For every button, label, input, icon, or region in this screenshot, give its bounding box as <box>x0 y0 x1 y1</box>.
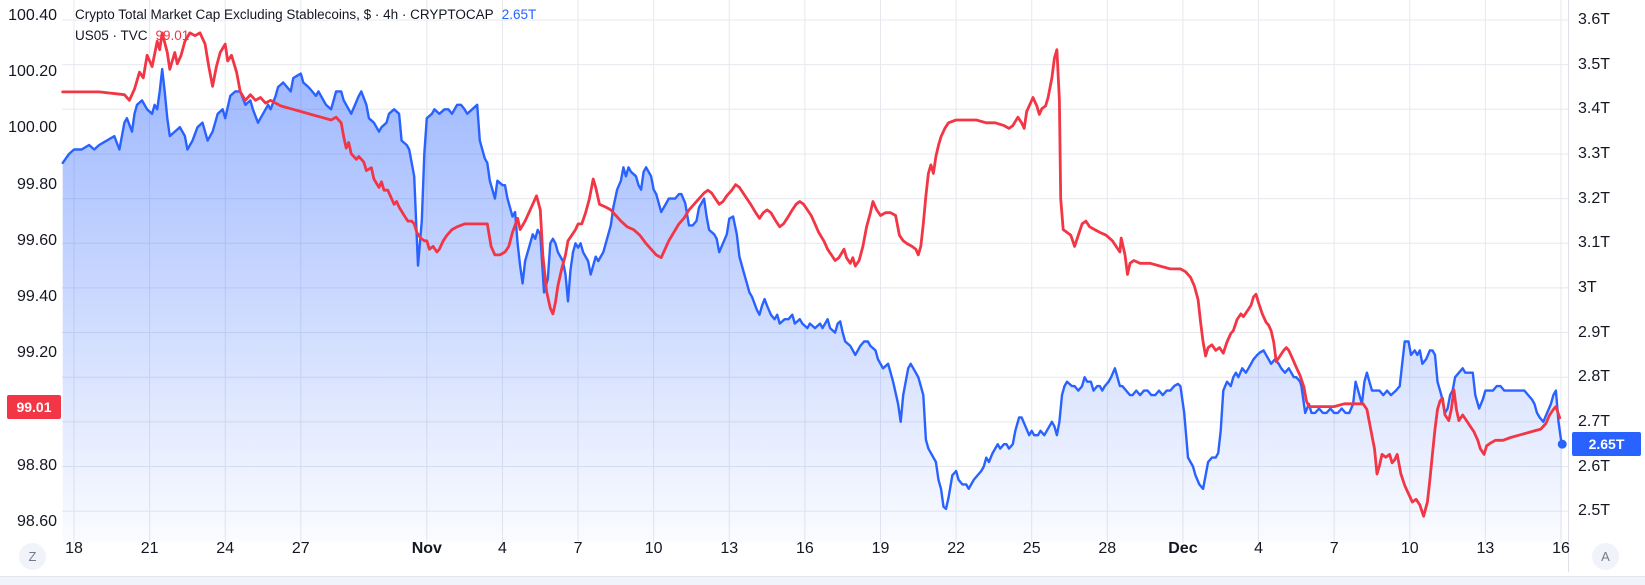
time-axis-tick: 19 <box>871 540 890 557</box>
right-axis-tick: 3.2T <box>1578 189 1611 207</box>
time-axis-tick: 10 <box>644 540 663 557</box>
left-axis-tick: 100.40 <box>8 7 57 24</box>
left-axis-tick: 98.80 <box>16 456 57 474</box>
us05-line-series[interactable] <box>61 31 1562 518</box>
left-price-axis[interactable]: 100.40 100.20 100.00 99.80 99.60 99.40 99.20 98… <box>0 0 62 543</box>
time-axis-tick: 4 <box>497 540 507 557</box>
legend-row-us05[interactable]: US05 · TVC 99.01 <box>75 27 536 44</box>
time-axis-tick: 13 <box>720 540 739 557</box>
left-axis-tick: 99.60 <box>16 231 57 249</box>
time-axis-tick: Nov <box>411 540 442 557</box>
right-axis-tick: 2.8T <box>1578 368 1611 386</box>
time-axis-tick: 10 <box>1400 540 1419 557</box>
time-axis[interactable]: 18 21 24 27 Nov 4 7 10 13 16 19 22 25 28 Dec 4 7 10 13 16 <box>0 538 1645 562</box>
right-axis-tick: 2.7T <box>1578 412 1611 430</box>
auto-scale-button[interactable]: A <box>1592 543 1619 570</box>
time-axis-tick: 24 <box>216 540 235 557</box>
right-axis-border <box>1568 0 1569 572</box>
left-axis-tick: 100.00 <box>8 119 57 137</box>
legend: Crypto Total Market Cap Excluding Stable… <box>75 6 536 48</box>
left-axis-tick: 99.40 <box>16 288 57 305</box>
time-axis-tick: Dec <box>1168 540 1198 557</box>
cryptocap-series-title: Crypto Total Market Cap Excluding Stable… <box>75 7 494 22</box>
left-axis-tick: 98.60 <box>16 512 57 530</box>
us05-last-price-badge: 99.01 <box>7 394 61 419</box>
right-axis-tick: 3.5T <box>1578 55 1611 73</box>
right-axis-tick: 3.4T <box>1578 100 1611 118</box>
cryptocap-last-point-marker <box>1557 439 1567 449</box>
left-axis-tick: 100.20 <box>8 63 57 81</box>
time-axis-tick: 7 <box>573 540 583 557</box>
legend-row-cryptocap[interactable]: Crypto Total Market Cap Excluding Stable… <box>75 6 536 23</box>
time-axis-tick: 21 <box>140 540 159 557</box>
right-axis-tick: 3T <box>1578 278 1597 296</box>
time-axis-tick: 27 <box>291 540 310 557</box>
time-axis-tick: 28 <box>1098 540 1117 557</box>
time-axis-tick: 7 <box>1329 540 1339 557</box>
right-axis-tick: 3.3T <box>1578 144 1611 162</box>
right-price-axis[interactable]: 3.6T 3.5T 3.4T 3.3T 3.2T 3.1T 3T 2.9T 2.8T 2.7T 2.… <box>1572 0 1645 543</box>
time-axis-tick: 4 <box>1254 540 1263 557</box>
timezone-button[interactable]: Z <box>19 543 46 570</box>
time-axis-tick: 18 <box>65 540 83 557</box>
time-axis-tick: 22 <box>947 540 965 557</box>
right-axis-tick: 3.1T <box>1578 234 1611 252</box>
time-axis-tick: 25 <box>1022 540 1041 557</box>
right-axis-tick: 2.5T <box>1578 502 1611 520</box>
time-axis-tick: 13 <box>1476 540 1495 557</box>
bottom-toolbar-strip <box>0 576 1645 585</box>
left-axis-tick: 99.20 <box>16 344 57 362</box>
time-axis-tick: 16 <box>1552 540 1570 557</box>
us05-series-value: 99.01 <box>155 28 190 43</box>
cryptocap-area-fill <box>62 69 1563 543</box>
right-axis-tick: 2.9T <box>1578 323 1611 341</box>
right-axis-tick: 3.6T <box>1578 11 1611 28</box>
left-axis-tick: 99.80 <box>16 175 57 193</box>
cryptocap-series-value: 2.65T <box>501 7 537 22</box>
us05-series-title: US05 · TVC <box>75 28 148 43</box>
cryptocap-line-series[interactable] <box>61 67 1564 511</box>
time-axis-tick: 16 <box>795 540 814 557</box>
cryptocap-last-price-badge: 2.65T <box>1572 432 1641 457</box>
right-axis-tick: 2.6T <box>1578 457 1611 475</box>
